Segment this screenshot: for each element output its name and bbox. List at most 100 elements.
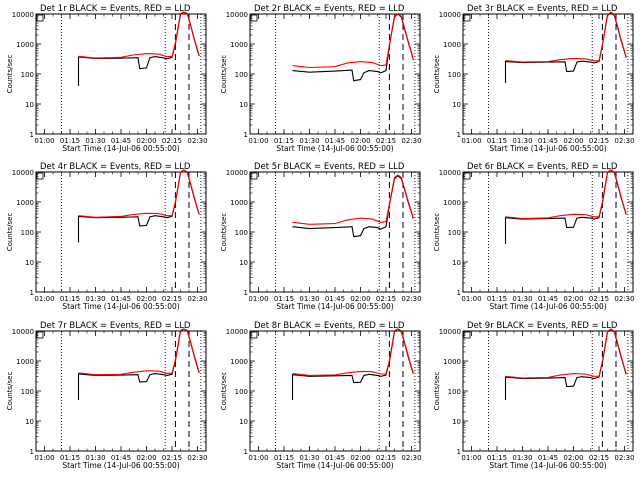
y-tick-label: 100 — [235, 229, 248, 237]
x-tick-label: 01:30 — [512, 454, 532, 462]
x-tick-label: 02:00 — [350, 454, 370, 462]
lld-series-line — [505, 328, 627, 379]
panel-det-2: Det 2r BLACK = Events, RED = LLD 1 10 100 10… — [220, 4, 422, 153]
lld-series-line — [292, 174, 414, 225]
panel-det-1: Det 1r BLACK = Events, RED = LLD 1 10 100 10… — [6, 4, 208, 153]
y-tick-label: 1 — [457, 131, 461, 139]
x-tick-label: 01:45 — [538, 295, 558, 303]
y-tick-label: 10000 — [439, 169, 461, 177]
y-tick-label: 1000 — [443, 41, 461, 49]
x-tick-label: 01:45 — [538, 454, 558, 462]
panel-det-7: Det 7r BLACK = Events, RED = LLD 1 10 100 10… — [6, 321, 208, 470]
panel-title: Det 1r BLACK = Events, RED = LLD — [40, 4, 191, 14]
x-tick-label: 02:30 — [614, 454, 634, 462]
x-tick-label: 01:30 — [299, 295, 319, 303]
x-tick-label: 02:30 — [187, 295, 207, 303]
corner-marker — [250, 172, 258, 180]
x-tick-label: 01:15 — [274, 454, 294, 462]
lld-series-line — [292, 12, 414, 69]
x-tick-label: 02:30 — [401, 454, 421, 462]
x-tick-label: 01:45 — [111, 137, 131, 145]
y-tick-label: 100 — [448, 229, 461, 237]
x-tick-label: 01:15 — [60, 137, 80, 145]
lld-series-line — [78, 11, 200, 59]
corner-marker — [463, 172, 471, 180]
x-tick-label: 02:00 — [563, 454, 583, 462]
y-tick-label: 10000 — [12, 11, 34, 19]
y-tick-label: 10 — [25, 259, 34, 267]
y-tick-label: 10 — [239, 259, 248, 267]
x-tick-label: 01:00 — [461, 454, 481, 462]
panel-det-6: Det 6r BLACK = Events, RED = LLD 1 10 100 10… — [433, 162, 635, 311]
y-axis-label: Counts/sec — [6, 213, 14, 252]
x-tick-label: 02:15 — [589, 454, 609, 462]
y-tick-label: 100 — [448, 388, 461, 396]
x-tick-label: 01:45 — [325, 454, 345, 462]
x-tick-label: 02:30 — [401, 137, 421, 145]
y-axis-label: Counts/sec — [220, 213, 228, 252]
panel-det-3: Det 3r BLACK = Events, RED = LLD 1 10 100 10… — [433, 4, 635, 153]
x-tick-label: 01:45 — [538, 137, 558, 145]
lld-series-line — [505, 169, 627, 220]
x-axis-label: Start Time (14-Jul-06 00:55:00) — [62, 144, 179, 153]
x-tick-label: 01:00 — [248, 454, 268, 462]
y-tick-label: 1000 — [230, 41, 248, 49]
lld-series-line — [505, 11, 627, 63]
panel-title: Det 3r BLACK = Events, RED = LLD — [467, 4, 618, 14]
y-tick-label: 1000 — [16, 199, 34, 207]
x-tick-label: 01:15 — [487, 295, 507, 303]
y-tick-label: 100 — [21, 71, 34, 79]
x-tick-label: 01:00 — [461, 137, 481, 145]
events-series-line — [292, 174, 414, 238]
y-tick-label: 10000 — [439, 11, 461, 19]
x-tick-label: 01:30 — [512, 295, 532, 303]
events-series-line — [504, 328, 627, 400]
x-tick-label: 02:30 — [187, 454, 207, 462]
x-tick-label: 02:15 — [162, 137, 182, 145]
y-tick-label: 1000 — [16, 41, 34, 49]
corner-marker — [463, 14, 471, 22]
x-tick-label: 02:00 — [350, 295, 370, 303]
x-tick-label: 01:15 — [487, 137, 507, 145]
x-tick-label: 02:15 — [162, 295, 182, 303]
x-axis-label: Start Time (14-Jul-06 00:55:00) — [276, 302, 393, 311]
corner-marker — [36, 331, 44, 339]
y-tick-label: 10 — [452, 101, 461, 109]
panel-det-5: Det 5r BLACK = Events, RED = LLD 1 10 100 10… — [220, 162, 422, 311]
events-series-line — [77, 169, 200, 243]
y-tick-label: 100 — [235, 71, 248, 79]
panel-title: Det 8r BLACK = Events, RED = LLD — [254, 321, 405, 331]
x-tick-label: 01:15 — [60, 295, 80, 303]
x-axis-label: Start Time (14-Jul-06 00:55:00) — [489, 461, 606, 470]
y-tick-label: 1 — [30, 289, 34, 297]
x-tick-label: 02:00 — [136, 454, 156, 462]
y-tick-label: 10 — [25, 418, 34, 426]
x-tick-label: 01:45 — [325, 137, 345, 145]
x-tick-label: 02:15 — [589, 137, 609, 145]
lld-series-line — [78, 169, 200, 218]
y-tick-label: 1 — [244, 289, 248, 297]
y-tick-label: 1 — [244, 131, 248, 139]
events-series-line — [292, 13, 414, 82]
x-tick-label: 01:00 — [461, 295, 481, 303]
panel-det-4: Det 4r BLACK = Events, RED = LLD 1 10 100 10… — [6, 162, 208, 311]
y-tick-label: 1000 — [230, 358, 248, 366]
x-tick-label: 02:15 — [376, 295, 396, 303]
y-tick-label: 10 — [25, 101, 34, 109]
x-axis-label: Start Time (14-Jul-06 00:55:00) — [276, 461, 393, 470]
lld-series-line — [78, 328, 200, 376]
lld-series-line — [292, 328, 414, 376]
x-tick-label: 02:15 — [376, 454, 396, 462]
events-series-line — [77, 11, 200, 86]
panel-det-9: Det 9r BLACK = Events, RED = LLD 1 10 100 10… — [433, 321, 635, 470]
panel-title: Det 9r BLACK = Events, RED = LLD — [467, 321, 618, 331]
x-tick-label: 01:15 — [274, 295, 294, 303]
x-tick-label: 02:00 — [563, 295, 583, 303]
x-axis-label: Start Time (14-Jul-06 00:55:00) — [62, 461, 179, 470]
corner-marker — [36, 14, 44, 22]
x-axis-label: Start Time (14-Jul-06 00:55:00) — [489, 144, 606, 153]
y-tick-label: 1 — [30, 131, 34, 139]
y-tick-label: 10 — [239, 418, 248, 426]
y-tick-label: 1 — [457, 289, 461, 297]
